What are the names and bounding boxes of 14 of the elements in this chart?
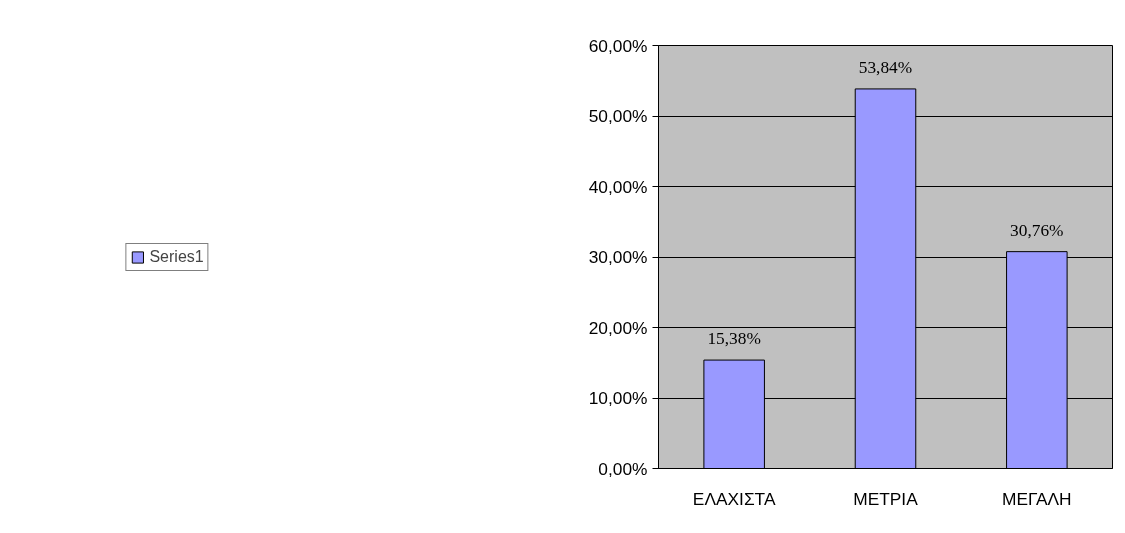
- x-tick-label: ΕΛΑΧΙΣΤΑ: [692, 488, 776, 509]
- y-tick-label: 40,00%: [588, 176, 648, 197]
- y-tick-label: 50,00%: [588, 106, 648, 126]
- y-tick-label: 0,00%: [598, 458, 648, 479]
- data-label: 15,38%: [707, 329, 761, 349]
- data-label: 53,84%: [858, 57, 913, 77]
- y-tick-label: 60,00%: [588, 35, 648, 56]
- data-label: 30,76%: [1010, 220, 1064, 240]
- legend-label: Series1: [149, 247, 204, 266]
- x-tick-label: ΜΕΤΡΙΑ: [853, 488, 919, 509]
- y-tick-label: 20,00%: [588, 317, 648, 338]
- y-tick-label: 10,00%: [588, 388, 648, 408]
- x-tick-label: ΜΕΓΑΛΗ: [1002, 488, 1072, 509]
- y-tick-label: 30,00%: [588, 247, 648, 267]
